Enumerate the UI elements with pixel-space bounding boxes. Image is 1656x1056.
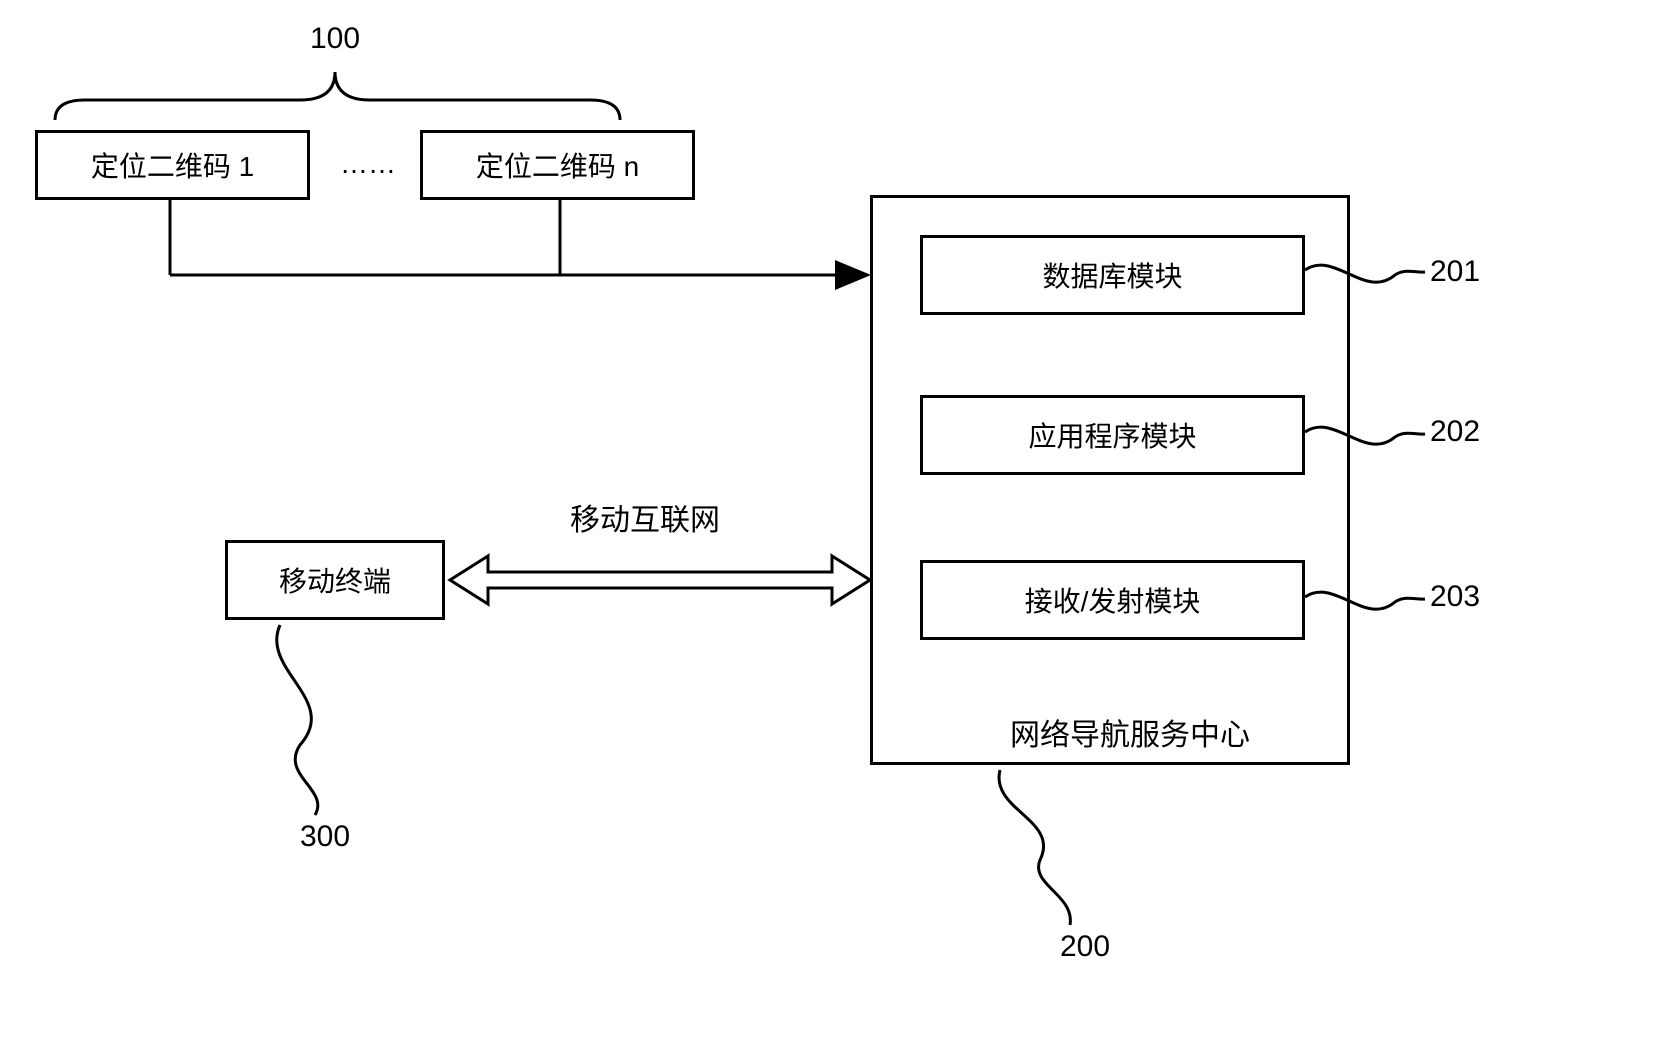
qr-to-server-link — [170, 200, 868, 275]
server-callout-label: 200 — [1060, 930, 1110, 964]
mobile-internet-label: 移动互联网 — [570, 495, 720, 539]
app-module-box: 应用程序模块 — [920, 395, 1305, 475]
db-module-callout-label: 201 — [1430, 255, 1480, 289]
txrx-module-callout-label: 203 — [1430, 580, 1480, 614]
qr-code-box-1-label: 定位二维码 1 — [91, 145, 254, 185]
qr-code-box-1: 定位二维码 1 — [35, 130, 310, 200]
qr-code-dots: …… — [340, 148, 396, 180]
mobile-terminal-callout-line — [277, 625, 318, 815]
app-module-callout-label: 202 — [1430, 415, 1480, 449]
qr-code-box-n: 定位二维码 n — [420, 130, 695, 200]
mobile-terminal-label: 移动终端 — [279, 560, 391, 600]
server-title: 网络导航服务中心 — [1010, 710, 1250, 754]
app-module-label: 应用程序模块 — [1028, 415, 1196, 455]
qr-group-callout-label: 100 — [310, 22, 360, 56]
db-module-box: 数据库模块 — [920, 235, 1305, 315]
txrx-module-label: 接收/发射模块 — [1025, 580, 1201, 620]
mobile-terminal-box: 移动终端 — [225, 540, 445, 620]
mobile-terminal-callout-label: 300 — [300, 820, 350, 854]
server-callout-line — [999, 770, 1070, 925]
db-module-label: 数据库模块 — [1042, 255, 1182, 295]
mobile-internet-arrow — [450, 556, 870, 604]
txrx-module-box: 接收/发射模块 — [920, 560, 1305, 640]
qr-code-box-n-label: 定位二维码 n — [476, 145, 639, 185]
qr-group-brace — [55, 72, 620, 120]
system-diagram: 定位二维码 1 …… 定位二维码 n 100 网络导航服务中心 数据库模块 20… — [0, 0, 1656, 1056]
